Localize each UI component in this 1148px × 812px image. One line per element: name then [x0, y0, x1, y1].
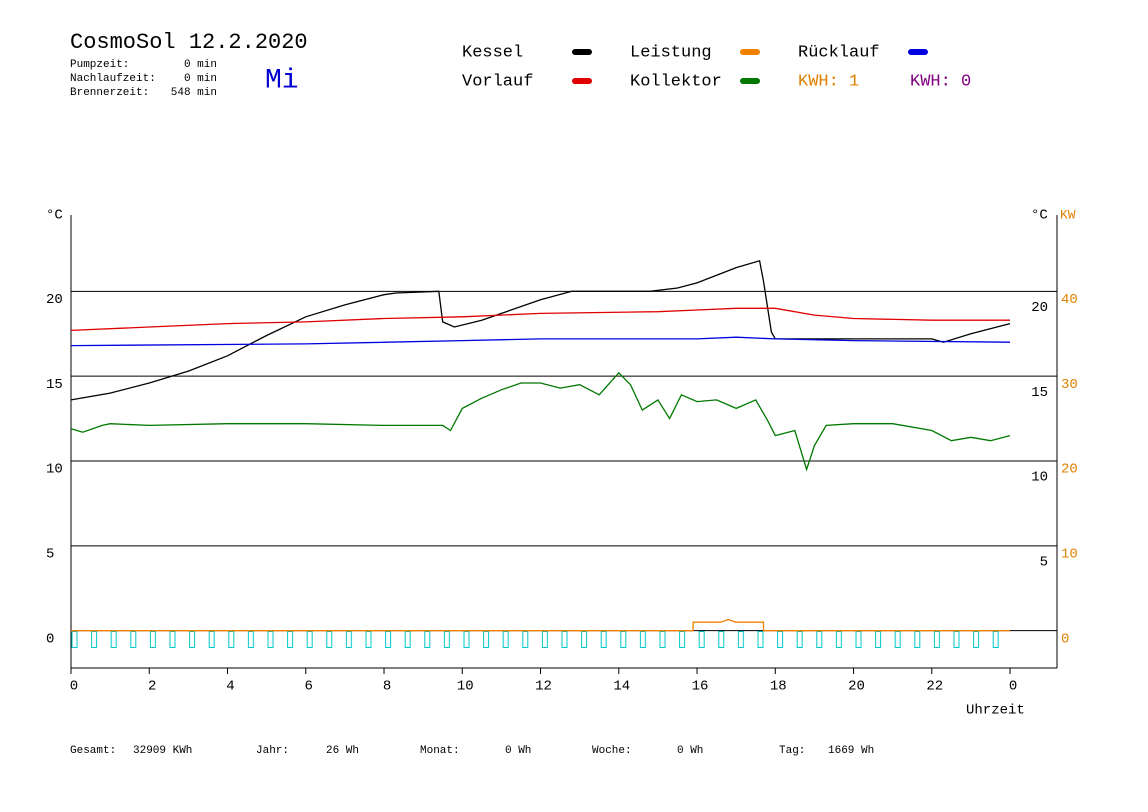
y2-tick-label: 20 [1061, 462, 1078, 478]
legend-label: Leistung [630, 43, 712, 62]
info-value: 548 min [171, 87, 217, 99]
x-tick-label: 14 [613, 679, 630, 695]
y-tick-label: 20 [46, 292, 63, 308]
x-tick-label: 8 [383, 679, 391, 695]
x-tick-label: 18 [770, 679, 787, 695]
y-tick-label: 10 [46, 462, 63, 478]
info-label: Brennerzeit: [70, 87, 149, 99]
x-axis-label: Uhrzeit [966, 703, 1025, 719]
x-tick-label: 4 [226, 679, 234, 695]
y-tick-label: 15 [46, 377, 63, 393]
weekday: Mi [265, 65, 299, 96]
y-axis-unit: °C [46, 208, 63, 224]
footer-value: 32909 KWh [133, 745, 192, 757]
y-right-tick-label: 20 [1031, 300, 1048, 316]
chart-title: CosmoSol 12.2.2020 [70, 30, 308, 55]
y2-tick-label: 10 [1061, 547, 1078, 563]
x-tick-label: 0 [70, 679, 78, 695]
x-tick-label: 12 [535, 679, 552, 695]
y-axis-unit: °C [1031, 208, 1048, 224]
info-value: 0 min [184, 59, 217, 71]
x-tick-label: 22 [926, 679, 943, 695]
footer-label: Jahr: [256, 745, 289, 757]
footer-value: 0 Wh [677, 745, 703, 757]
y-right-tick-label: 10 [1031, 470, 1048, 486]
y-right-tick-label: 15 [1031, 385, 1048, 401]
footer-value: 26 Wh [326, 745, 359, 757]
series-line [70, 259, 1011, 401]
y2-tick-label: 40 [1061, 292, 1078, 308]
x-tick-label: 6 [305, 679, 313, 695]
footer-label: Gesamt: [70, 745, 116, 757]
legend-label: Rücklauf [798, 43, 880, 62]
x-tick-label: 0 [1009, 679, 1017, 695]
y2-axis-unit: KW [1060, 207, 1076, 222]
y-tick-label: 0 [46, 631, 54, 647]
y-tick-label: 5 [46, 547, 54, 563]
footer-value: 1669 Wh [828, 745, 874, 757]
info-label: Nachlaufzeit: [70, 73, 156, 85]
info-label: Pumpzeit: [70, 59, 129, 71]
legend-label: Kessel [462, 43, 523, 62]
pump-indicator [71, 631, 1011, 649]
footer-value: 0 Wh [505, 745, 531, 757]
x-tick-label: 10 [457, 679, 474, 695]
y2-tick-label: 30 [1061, 377, 1078, 393]
legend-label: Vorlauf [462, 72, 533, 91]
footer-label: Monat: [420, 745, 460, 757]
x-tick-label: 2 [148, 679, 156, 695]
series-line [71, 618, 1010, 632]
series-line [70, 307, 1010, 332]
kwh-label: KWH: 0 [910, 72, 971, 91]
legend-label: Kollektor [630, 72, 722, 91]
kwh-label: KWH: 1 [798, 72, 859, 91]
info-value: 0 min [184, 73, 217, 85]
series-line [70, 371, 1011, 472]
y2-tick-label: 0 [1061, 631, 1069, 647]
footer-label: Woche: [592, 745, 632, 757]
x-tick-label: 20 [848, 679, 865, 695]
y-right-tick-label: 5 [1040, 555, 1048, 571]
x-tick-label: 16 [692, 679, 709, 695]
footer-label: Tag: [779, 745, 805, 757]
series-line [70, 336, 1011, 347]
